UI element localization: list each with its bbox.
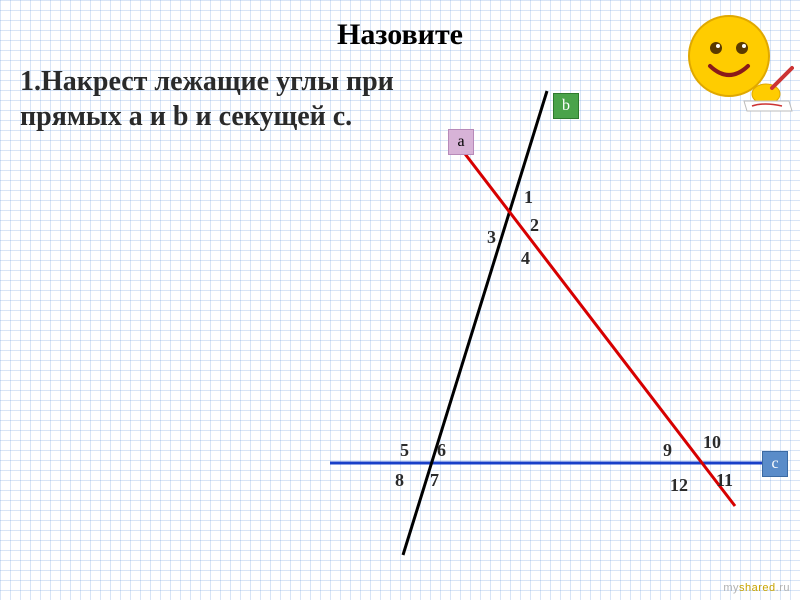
angle-1: 1 (524, 187, 533, 208)
watermark-part2: shared (739, 582, 776, 594)
angle-12: 12 (670, 475, 688, 496)
angle-2: 2 (530, 215, 539, 236)
watermark-part3: .ru (776, 582, 790, 594)
watermark: myshared.ru (723, 582, 790, 594)
angle-5: 5 (400, 440, 409, 461)
angle-4: 4 (521, 248, 530, 269)
label-line-a: a (448, 129, 474, 155)
angle-6: 6 (437, 440, 446, 461)
label-line-b: b (553, 93, 579, 119)
angle-10: 10 (703, 432, 721, 453)
geometry-diagram (0, 0, 800, 600)
angle-3: 3 (487, 227, 496, 248)
slide: Назовите 1.Накрест лежащие углы при прям… (0, 0, 800, 600)
angle-9: 9 (663, 440, 672, 461)
line-b (403, 91, 547, 555)
angle-8: 8 (395, 470, 404, 491)
angle-11: 11 (716, 470, 733, 491)
line-a (449, 133, 735, 506)
label-line-c: c (762, 451, 788, 477)
angle-7: 7 (430, 470, 439, 491)
watermark-part1: my (723, 582, 739, 594)
